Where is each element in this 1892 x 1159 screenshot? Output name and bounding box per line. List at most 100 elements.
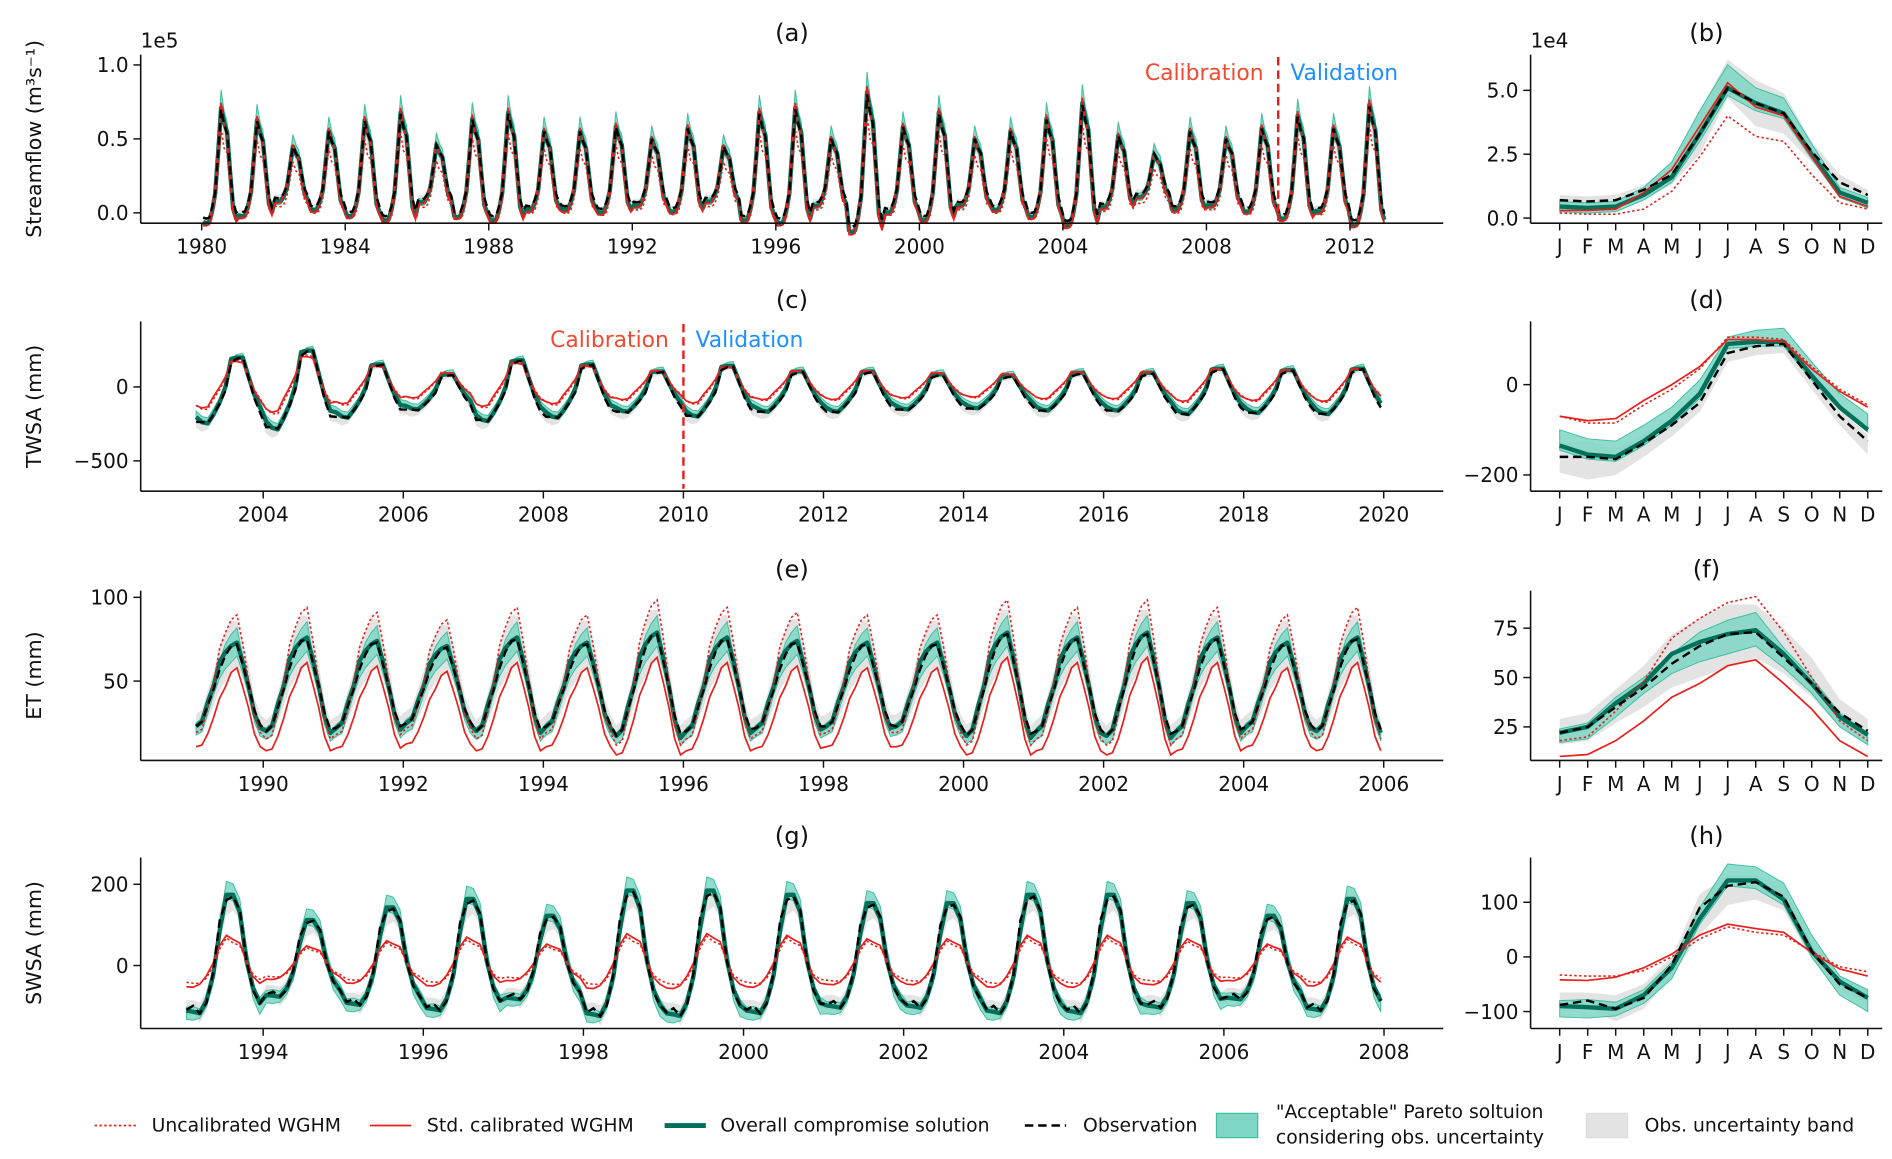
x-tick-label: J: [1555, 503, 1563, 527]
panel-title: (b): [1689, 18, 1723, 47]
panel-title: (d): [1689, 285, 1723, 314]
y-tick-label: 0: [1506, 373, 1519, 397]
observation-line: [185, 890, 1382, 1019]
x-tick-label: N: [1832, 503, 1847, 527]
x-tick-label: 2004: [238, 503, 289, 527]
x-tick-label: O: [1804, 1040, 1820, 1064]
legend-item: "Acceptable" Pareto soltuion considering …: [1215, 1102, 1544, 1149]
y-axis-label: TWSA (mm): [22, 345, 46, 469]
legend-item: Overall compromise solution: [664, 1116, 990, 1137]
x-tick-label: J: [1695, 772, 1703, 796]
legend-item: Obs. uncertainty band: [1585, 1112, 1855, 1139]
x-tick-label: F: [1582, 503, 1594, 527]
panel-title: (g): [775, 821, 809, 850]
x-tick-label: J: [1555, 1040, 1563, 1064]
x-tick-label: A: [1637, 772, 1651, 796]
uncalibrated-line: [186, 935, 1382, 986]
x-tick-label: M: [1663, 772, 1680, 796]
y-axis-label: ET (mm): [22, 631, 46, 719]
validation-label: Validation: [1290, 61, 1398, 86]
std-calibrated-line: [186, 932, 1382, 990]
x-tick-label: 2000: [718, 1040, 769, 1064]
x-tick-label: 2008: [1359, 1040, 1410, 1064]
x-tick-label: S: [1777, 1040, 1790, 1064]
calibration-label: Calibration: [1145, 61, 1264, 86]
y-tick-label: 25: [1493, 715, 1518, 739]
pareto-band: [1559, 863, 1869, 1019]
pareto-band: [195, 345, 1382, 432]
x-tick-label: 1992: [607, 234, 658, 258]
x-tick-label: A: [1749, 234, 1763, 258]
y-tick-label: 0: [1506, 945, 1519, 969]
validation-label: Validation: [696, 328, 804, 353]
x-tick-label: M: [1663, 234, 1680, 258]
timeseries-panel-e: 50 100 1990 1992 1994 1996 1998 2000 2002 2004 200…: [22, 554, 1444, 796]
legend-label: Obs. uncertainty band: [1645, 1116, 1855, 1137]
timeseries-panel-c: −500 0 2004 2006 2008 2010 2012 2014 2016 2018 202…: [22, 285, 1444, 527]
x-tick-label: A: [1749, 772, 1763, 796]
x-tick-label: J: [1723, 772, 1731, 796]
x-tick-label: 2012: [798, 503, 849, 527]
legend-label-line2: considering obs. uncertainty: [1276, 1128, 1544, 1149]
y-tick-label: 100: [1480, 891, 1518, 915]
obs-uncertainty-band: [1559, 59, 1868, 208]
std-calibrated-line: [1559, 81, 1869, 212]
y-tick-label: 0.5: [97, 127, 129, 151]
x-tick-label: 2004: [1218, 772, 1269, 796]
legend-patch: [1215, 1112, 1259, 1139]
x-tick-label: M: [1607, 234, 1624, 258]
x-tick-label: 2010: [658, 503, 709, 527]
legend-patch: [1585, 1112, 1629, 1139]
axis-offset-label: 1e5: [141, 28, 179, 52]
x-tick-label: N: [1832, 1040, 1847, 1064]
x-tick-label: 2006: [1358, 772, 1409, 796]
panel-title: (c): [776, 285, 808, 314]
std-calibrated-line: [1559, 658, 1869, 758]
y-axis-label: SWSA (mm): [22, 881, 46, 1005]
x-tick-label: 1996: [658, 772, 709, 796]
x-tick-label: F: [1582, 772, 1594, 796]
x-tick-label: 2006: [1198, 1040, 1249, 1064]
x-tick-label: M: [1663, 503, 1680, 527]
legend: Uncalibrated WGHM Std. calibrated WGHM Ove…: [94, 1102, 1855, 1149]
x-tick-label: 2002: [878, 1040, 929, 1064]
y-tick-label: −500: [74, 449, 129, 473]
x-tick-label: N: [1832, 234, 1847, 258]
x-tick-label: 2012: [1325, 234, 1376, 258]
x-tick-label: O: [1804, 772, 1820, 796]
legend-label: Std. calibrated WGHM: [427, 1116, 634, 1137]
observation-line: [1559, 86, 1869, 203]
x-tick-label: J: [1723, 1040, 1731, 1064]
y-tick-label: 0.0: [1487, 206, 1519, 230]
legend-label: Overall compromise solution: [720, 1116, 989, 1137]
x-tick-label: 2008: [1181, 234, 1232, 258]
x-tick-label: 1996: [750, 234, 801, 258]
observation-line: [202, 94, 1386, 229]
x-tick-label: 2014: [938, 503, 989, 527]
std-calibrated-line: [1559, 338, 1869, 422]
panel-title: (e): [775, 554, 809, 583]
x-tick-label: S: [1777, 772, 1790, 796]
std-calibrated-line: [195, 655, 1382, 757]
y-tick-label: −100: [1464, 1000, 1519, 1024]
x-tick-label: J: [1695, 234, 1703, 258]
x-tick-label: A: [1637, 234, 1651, 258]
pareto-band: [1559, 327, 1869, 462]
x-tick-label: A: [1637, 503, 1651, 527]
x-tick-label: M: [1607, 772, 1624, 796]
x-tick-label: 2002: [1078, 772, 1129, 796]
legend-item: Uncalibrated WGHM: [94, 1116, 341, 1137]
y-tick-label: 1.0: [97, 53, 129, 77]
y-axis-label: Streamflow (m³s⁻¹): [22, 40, 46, 238]
x-tick-label: F: [1582, 1040, 1594, 1064]
legend-label: "Acceptable" Pareto soltuion: [1276, 1102, 1544, 1123]
x-tick-label: 1988: [463, 234, 514, 258]
y-tick-label: −200: [1464, 463, 1519, 487]
x-tick-label: M: [1607, 503, 1624, 527]
axis-offset-label: 1e4: [1531, 28, 1569, 52]
x-tick-label: A: [1637, 1040, 1651, 1064]
compromise-line: [1559, 339, 1870, 460]
x-tick-label: O: [1804, 503, 1820, 527]
y-tick-label: 0: [116, 954, 129, 978]
x-tick-label: 2006: [378, 503, 429, 527]
